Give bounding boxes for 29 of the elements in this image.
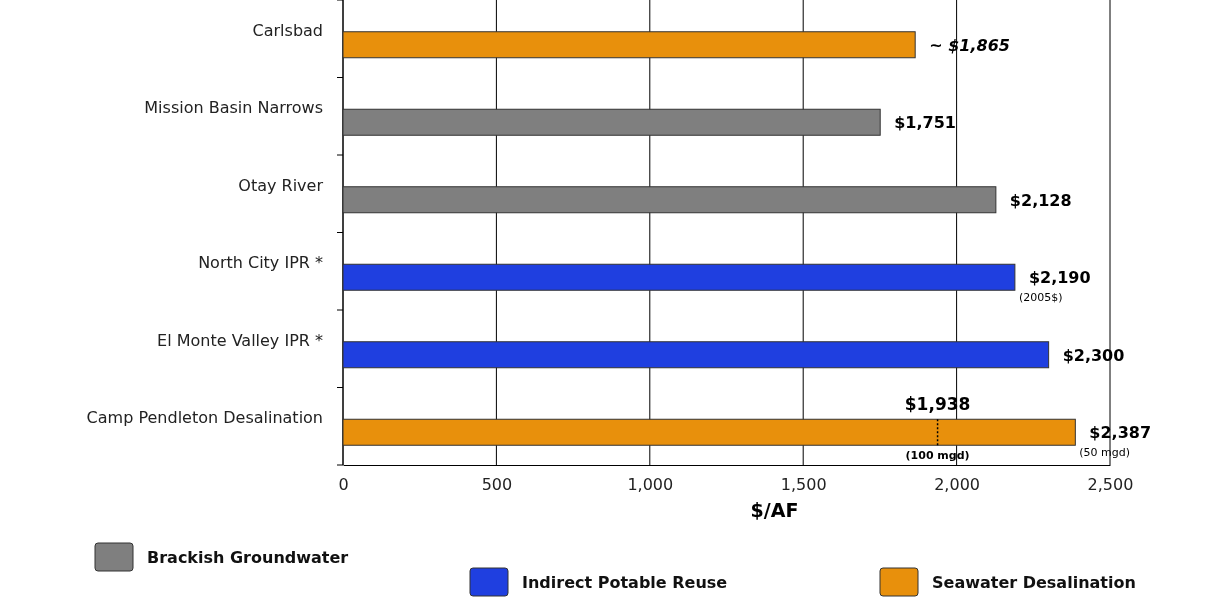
legend-label: Brackish Groundwater [147, 548, 349, 567]
data-label: $2,128 [1009, 190, 1072, 210]
bar [342, 263, 1016, 291]
x-axis-title: $/AF [750, 499, 799, 521]
data-label: $2,387 [1089, 423, 1152, 443]
bar [342, 186, 997, 214]
x-tick-label: 2,500 [1087, 475, 1134, 495]
y-tick-label: Camp Pendleton Desalination [86, 408, 323, 428]
legend-label: Indirect Potable Reuse [522, 573, 728, 592]
y-tick-label: Carlsbad [252, 20, 323, 40]
x-tick-label: 0 [338, 475, 349, 495]
data-label: $2,300 [1062, 345, 1125, 365]
annotation: (2005$) [1018, 291, 1063, 305]
x-tick-label: 1,000 [627, 475, 674, 495]
y-tick-label: North City IPR * [198, 253, 323, 273]
x-tick-label: 2,000 [934, 475, 981, 495]
y-tick-label: El Monte Valley IPR * [157, 330, 323, 350]
y-tick-label: Otay River [238, 175, 324, 195]
bar [342, 108, 881, 136]
data-label: $2,190 [1028, 268, 1091, 288]
x-tick-label: 500 [481, 475, 513, 495]
annotation: (50 mgd) [1079, 446, 1131, 460]
bar [342, 31, 916, 59]
legend-label: Seawater Desalination [932, 573, 1136, 592]
data-label: $1,751 [894, 113, 956, 133]
bar [342, 418, 1076, 446]
y-tick-label: Mission Basin Narrows [144, 98, 323, 118]
bar [342, 341, 1050, 369]
x-tick-label: 1,500 [780, 475, 827, 495]
